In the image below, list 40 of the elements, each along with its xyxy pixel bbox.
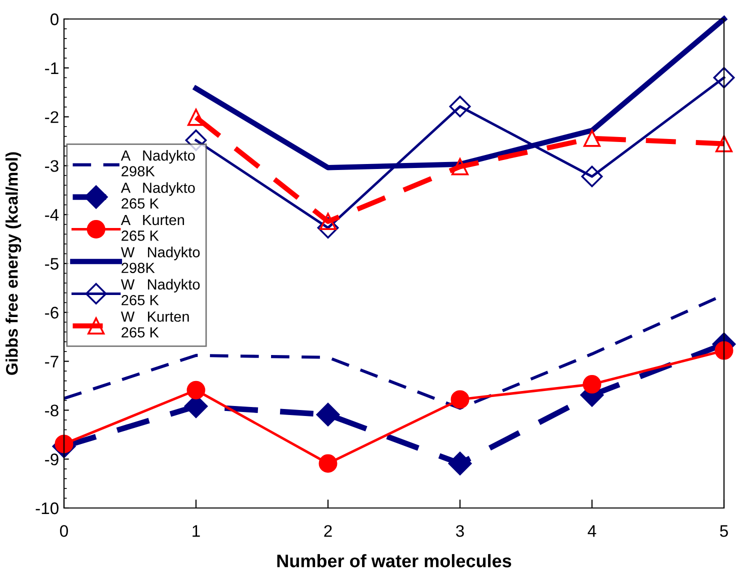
x-axis-title: Number of water molecules (277, 554, 512, 568)
legend-label: A Nadykto 298K (120, 150, 195, 176)
x-tick-label: 5 (720, 525, 728, 537)
legend-label: W Nadykto 298K (120, 246, 200, 274)
y-tick-label: -8 (45, 404, 58, 416)
point (318, 454, 338, 473)
y-tick-label: -9 (45, 454, 58, 466)
point (714, 341, 734, 360)
y-tick-label: -6 (45, 306, 58, 319)
legend-label: W Kurten 265 K (120, 312, 189, 338)
x-tick-label: 1 (192, 525, 200, 537)
point (317, 217, 339, 239)
point (582, 375, 602, 394)
point (316, 402, 340, 426)
y-tick-label: 0 (50, 13, 58, 26)
x-tick-label: 2 (324, 525, 332, 537)
y-tick-label: -5 (45, 258, 58, 270)
point (448, 452, 472, 476)
x-tick-label: 3 (456, 525, 464, 537)
point (713, 66, 735, 88)
y-tick-label: -7 (45, 356, 58, 368)
x-tick-label: 0 (60, 525, 68, 537)
y-tick-label: -3 (45, 160, 58, 172)
y-tick-label: -1 (45, 62, 58, 74)
y-tick-label: -2 (45, 111, 58, 123)
legend-label: W Nadykto 265 K (120, 278, 200, 306)
point (451, 158, 469, 176)
y-tick-label: -10 (36, 502, 58, 514)
point (449, 96, 471, 118)
x-tick-label: 4 (588, 525, 596, 537)
point (187, 108, 205, 126)
legend-label: A Nadykto 265 K (120, 182, 195, 209)
point (581, 166, 603, 188)
point (450, 390, 470, 409)
point (715, 135, 733, 152)
y-tick-label: -4 (45, 209, 59, 221)
legend-label: A Kurten 265 K (120, 214, 184, 241)
point (186, 380, 206, 400)
y-axis-title: Gibbs free energy (kcal/mol) (6, 152, 22, 375)
point (583, 130, 601, 147)
